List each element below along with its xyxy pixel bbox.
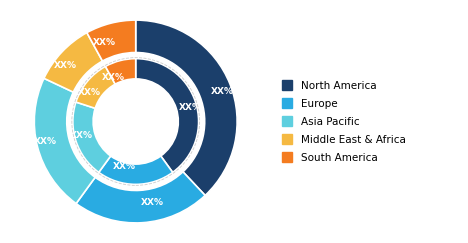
- Legend: North America, Europe, Asia Pacific, Middle East & Africa, South America: North America, Europe, Asia Pacific, Mid…: [282, 80, 406, 163]
- Text: XX%: XX%: [53, 61, 77, 70]
- Text: XX%: XX%: [78, 88, 101, 97]
- Wedge shape: [44, 33, 102, 92]
- Wedge shape: [136, 20, 237, 195]
- Text: XX%: XX%: [70, 131, 93, 140]
- Text: XX%: XX%: [211, 87, 234, 96]
- Wedge shape: [34, 78, 95, 204]
- Text: XX%: XX%: [141, 198, 164, 207]
- Wedge shape: [73, 102, 110, 172]
- Wedge shape: [76, 66, 115, 108]
- Wedge shape: [87, 20, 136, 61]
- Wedge shape: [99, 156, 173, 184]
- Text: XX%: XX%: [93, 38, 116, 47]
- Circle shape: [94, 80, 177, 163]
- Wedge shape: [76, 172, 205, 223]
- Wedge shape: [136, 59, 198, 172]
- Text: XX%: XX%: [102, 73, 124, 82]
- Wedge shape: [105, 59, 136, 84]
- Text: XX%: XX%: [179, 103, 202, 112]
- Text: XX%: XX%: [34, 137, 57, 146]
- Text: XX%: XX%: [113, 162, 136, 171]
